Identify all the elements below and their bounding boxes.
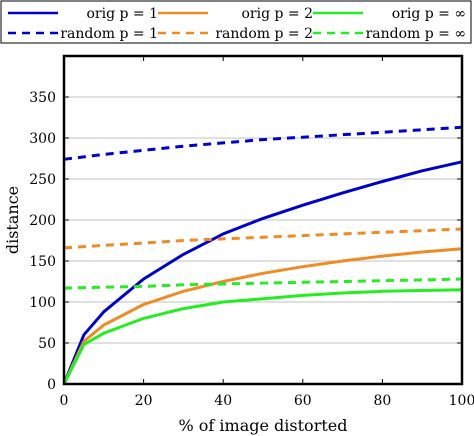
- legend-label: orig p = 1: [86, 6, 158, 22]
- series-line-5: [63, 277, 463, 290]
- y-axis-label: distance: [3, 186, 22, 254]
- y-tick-label: 100: [29, 295, 56, 311]
- series-lines: [62, 125, 463, 385]
- x-tick-label: 60: [294, 393, 312, 409]
- x-tick-label: 20: [135, 393, 153, 409]
- legend-label: orig p = 2: [241, 6, 313, 22]
- legend-label: random p = 1: [60, 26, 158, 42]
- legend-label: random p = ∞: [366, 26, 466, 42]
- series-line-0: [62, 160, 463, 385]
- x-tick-label: 80: [373, 393, 391, 409]
- x-tick-label: 100: [449, 393, 474, 409]
- series-line-2: [62, 288, 463, 385]
- legend-label: orig p = ∞: [392, 6, 466, 22]
- y-tick-label: 200: [29, 213, 56, 229]
- grid-lines: [64, 96, 462, 344]
- series-line-1: [62, 247, 463, 385]
- x-tick-label: 40: [214, 393, 232, 409]
- y-tick-label: 250: [29, 172, 56, 188]
- y-tick-label: 150: [29, 254, 56, 270]
- y-tick-label: 300: [29, 131, 56, 147]
- series-line-3: [63, 125, 463, 161]
- y-tick-label: 0: [47, 377, 56, 393]
- y-tick-label: 350: [29, 90, 56, 106]
- series-line-4: [63, 227, 463, 250]
- y-tick-label: 50: [38, 336, 56, 352]
- axis-ticks: 0 50 100 150 200 250 300 350 0 20 40 60 80 100: [29, 56, 474, 409]
- x-axis-label: % of image distorted: [179, 416, 348, 435]
- legend: orig p = 1 orig p = 2 orig p = ∞ random p =…: [0, 0, 472, 44]
- legend-label: random p = 2: [215, 26, 313, 42]
- legend-box: [0, 0, 472, 44]
- x-tick-label: 0: [60, 393, 69, 409]
